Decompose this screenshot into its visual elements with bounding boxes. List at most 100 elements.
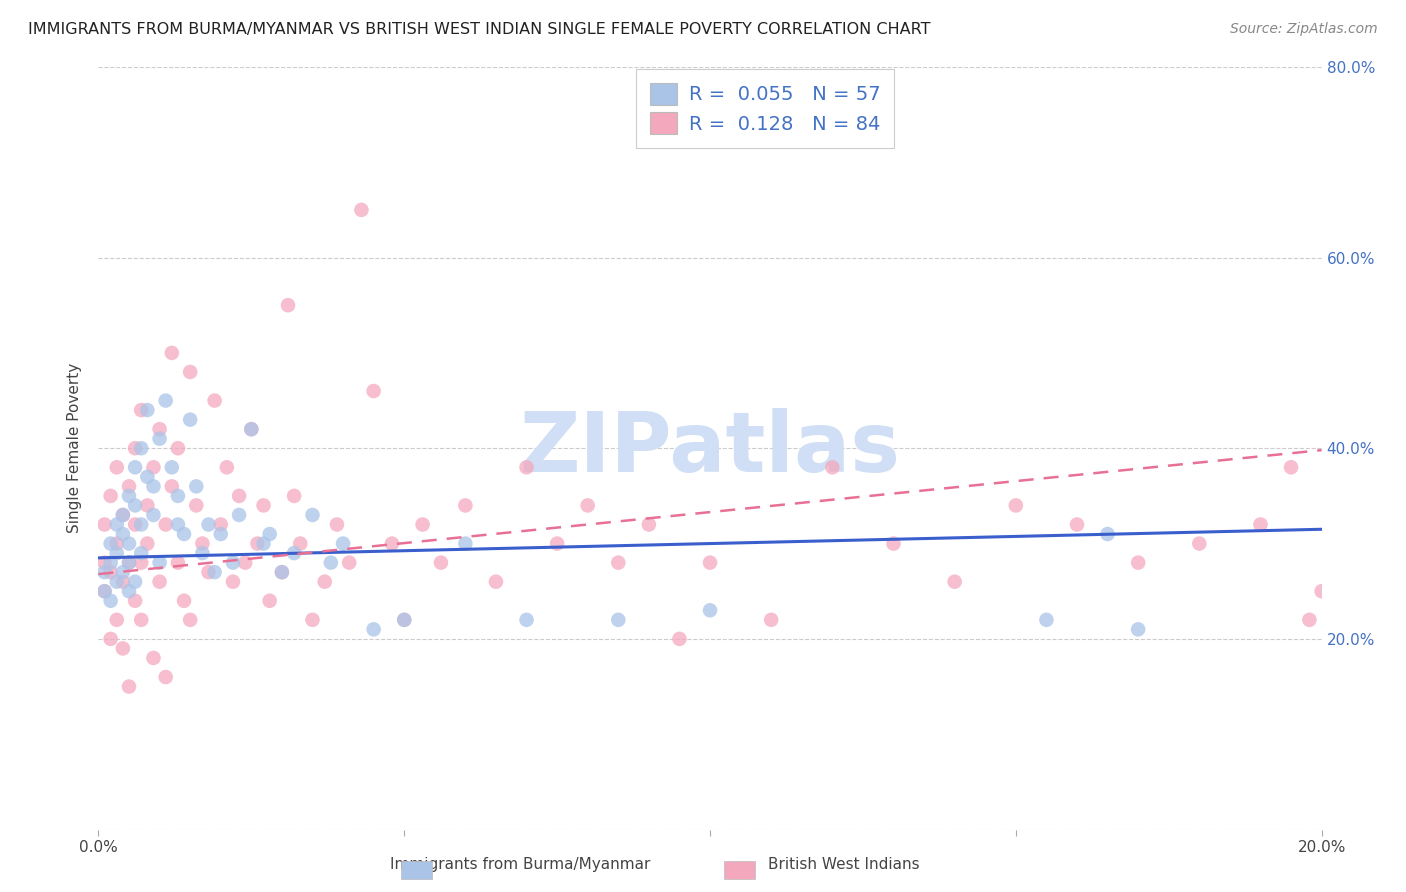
Point (105, 574, 128, 589)
Point (124, 442, 146, 455)
Point (1298, 613, 1320, 627)
Point (167, 489, 190, 503)
Point (100, 536, 122, 550)
Point (350, 202, 373, 217)
Point (160, 479, 183, 493)
Point (363, 623, 385, 637)
Point (111, 641, 134, 656)
Point (1310, 584, 1333, 599)
Point (100, 565, 122, 579)
Point (173, 594, 195, 608)
Point (252, 536, 274, 550)
Point (105, 613, 128, 627)
Point (105, 546, 128, 560)
Point (100, 489, 122, 503)
Point (93, 556, 115, 570)
Point (516, 460, 538, 475)
Point (1066, 517, 1088, 532)
Point (222, 574, 245, 589)
Point (149, 432, 172, 446)
Point (332, 536, 354, 550)
Legend: R =  0.055   N = 57, R =  0.128   N = 84: R = 0.055 N = 57, R = 0.128 N = 84 (636, 69, 894, 148)
Point (93, 584, 115, 599)
Point (167, 442, 190, 455)
Point (155, 393, 177, 408)
Point (319, 556, 342, 570)
Point (111, 565, 134, 579)
Point (326, 517, 349, 532)
Point (118, 489, 141, 503)
Point (118, 584, 141, 599)
Point (118, 556, 141, 570)
Point (197, 517, 219, 532)
Text: ZIPatlas: ZIPatlas (520, 408, 900, 489)
Point (186, 479, 208, 493)
Point (142, 460, 165, 475)
Point (155, 517, 177, 532)
Point (142, 479, 165, 493)
Point (204, 565, 226, 579)
Point (240, 422, 263, 436)
Point (1004, 499, 1026, 513)
Point (290, 536, 312, 550)
Point (283, 489, 305, 503)
Point (124, 594, 146, 608)
Y-axis label: Single Female Poverty: Single Female Poverty (67, 363, 83, 533)
Point (270, 565, 292, 579)
Point (191, 536, 214, 550)
Point (149, 422, 172, 436)
Point (167, 517, 190, 532)
Point (222, 556, 245, 570)
Point (179, 365, 201, 379)
Point (233, 556, 256, 570)
Point (197, 565, 219, 579)
Point (100, 594, 122, 608)
Point (392, 613, 416, 627)
Point (142, 651, 165, 665)
Point (759, 613, 782, 627)
Point (277, 298, 299, 312)
Text: Immigrants from Burma/Myanmar: Immigrants from Burma/Myanmar (389, 857, 651, 872)
Point (93, 517, 115, 532)
Point (228, 508, 250, 522)
Point (381, 536, 404, 550)
Point (155, 670, 177, 684)
Point (149, 556, 172, 570)
Point (252, 499, 274, 513)
Point (228, 489, 250, 503)
Point (118, 479, 141, 493)
Point (259, 527, 281, 541)
Point (430, 556, 453, 570)
Point (637, 517, 661, 532)
Point (124, 517, 146, 532)
Point (301, 613, 323, 627)
Point (129, 442, 152, 455)
Point (259, 594, 281, 608)
Point (576, 499, 599, 513)
Point (1035, 613, 1057, 627)
Point (124, 460, 146, 475)
Point (821, 460, 844, 475)
Point (1128, 623, 1150, 637)
Point (246, 536, 269, 550)
Point (124, 574, 146, 589)
Point (111, 508, 134, 522)
Text: Source: ZipAtlas.com: Source: ZipAtlas.com (1230, 22, 1378, 37)
Point (186, 499, 208, 513)
Point (204, 393, 226, 408)
Point (485, 574, 508, 589)
Point (118, 556, 141, 570)
Point (100, 556, 122, 570)
Point (167, 556, 190, 570)
Point (668, 632, 690, 646)
Point (283, 546, 305, 560)
Point (129, 403, 152, 417)
Point (111, 574, 134, 589)
Point (136, 403, 159, 417)
Point (136, 536, 159, 550)
Point (1188, 536, 1211, 550)
Point (111, 508, 134, 522)
Point (173, 527, 195, 541)
Point (209, 517, 232, 532)
Point (100, 632, 122, 646)
